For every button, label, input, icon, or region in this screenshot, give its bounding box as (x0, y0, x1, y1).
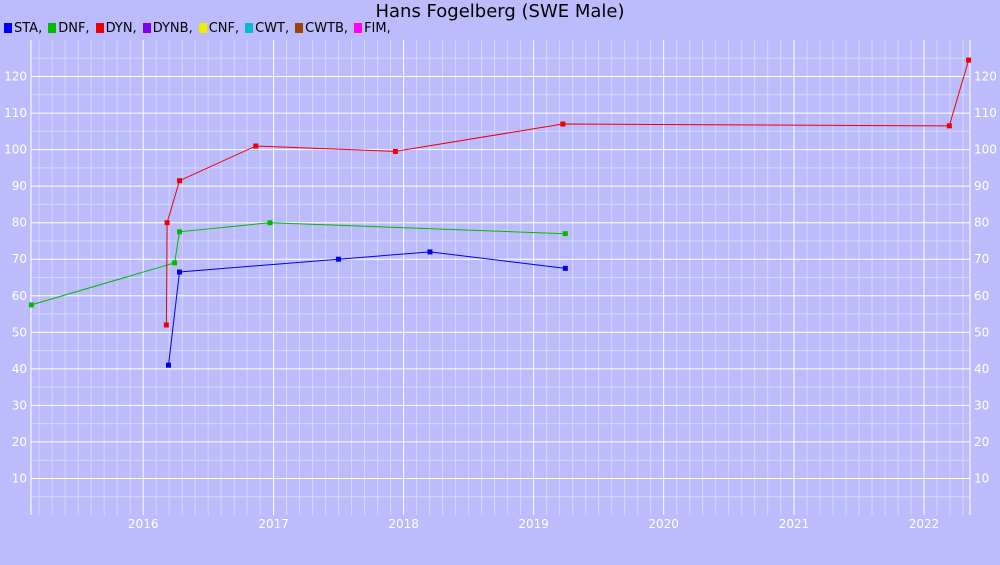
legend-swatch (4, 23, 12, 33)
legend-swatch (295, 23, 304, 33)
legend-item: STA, (4, 21, 42, 36)
legend-label: STA, (14, 20, 43, 36)
y-tick-label-left: 110 (4, 106, 27, 120)
data-point-sta (177, 269, 183, 275)
legend: STA, DNF, DYN, DYNB, CNF, CWT, CWTB, FIM, (4, 20, 397, 36)
y-tick-label-right: 110 (974, 106, 997, 120)
legend-item: DYNB, (142, 20, 193, 36)
legend-item: DNF, (48, 20, 90, 36)
x-tick-label: 2018 (388, 517, 419, 531)
x-tick-label: 2017 (258, 517, 289, 531)
y-tick-label-right: 30 (974, 398, 989, 412)
legend-label: FIM, (364, 20, 391, 36)
legend-swatch (354, 23, 363, 33)
y-tick-label-left: 70 (12, 252, 27, 266)
legend-label: CWTB, (305, 20, 349, 36)
y-tick-label-right: 20 (974, 435, 989, 449)
y-tick-label-left: 90 (12, 179, 27, 193)
series-line-sta (168, 251, 566, 366)
legend-label: CNF, (208, 20, 240, 36)
data-point-dyn (560, 121, 566, 127)
data-point-dyn (966, 57, 972, 63)
y-tick-label-right: 100 (974, 143, 997, 157)
legend-label: DYN, (105, 20, 137, 36)
legend-swatch (198, 23, 207, 33)
y-tick-label-left: 50 (12, 325, 27, 339)
y-tick-label-right: 120 (974, 70, 997, 84)
series-line-dyn (165, 59, 970, 326)
legend-label: DYNB, (152, 20, 193, 36)
x-tick-label: 2022 (909, 517, 940, 531)
data-point-sta (335, 256, 341, 262)
data-point-dyn (253, 143, 259, 149)
data-point-dyn (177, 178, 183, 184)
data-point-dnf (267, 220, 273, 226)
data-point-dyn (392, 148, 398, 154)
y-tick-label-left: 120 (4, 70, 27, 84)
legend-swatch (48, 23, 57, 33)
x-tick-label: 2020 (648, 517, 679, 531)
y-tick-label-right: 50 (974, 325, 989, 339)
y-tick-label-left: 20 (12, 435, 27, 449)
y-tick-label-right: 90 (974, 179, 989, 193)
y-tick-label-left: 40 (12, 362, 27, 376)
y-tick-label-left: 10 (12, 471, 27, 485)
legend-item: FIM, (354, 21, 391, 36)
y-tick-label-left: 60 (12, 289, 27, 303)
data-point-dnf (28, 302, 34, 308)
y-tick-label-right: 70 (974, 252, 989, 266)
legend-item: CWTB, (295, 21, 348, 36)
data-point-dnf (177, 229, 183, 235)
legend-label: CWT, (255, 20, 290, 36)
y-tick-label-left: 30 (12, 398, 27, 412)
data-point-dyn (163, 322, 169, 328)
legend-swatch (142, 23, 151, 33)
data-point-dyn (946, 123, 952, 129)
legend-item: DYN, (95, 20, 137, 36)
data-point-dnf (562, 231, 568, 237)
data-point-sta (166, 362, 172, 368)
legend-item: CWT, (245, 21, 289, 36)
series-line-dnf (31, 222, 566, 306)
data-point-sta (562, 265, 568, 271)
y-tick-label-right: 10 (974, 471, 989, 485)
y-tick-label-left: 80 (12, 216, 27, 230)
x-tick-label: 2019 (518, 517, 549, 531)
data-point-dnf (172, 260, 178, 266)
data-point-sta (427, 249, 433, 255)
x-tick-label: 2016 (128, 517, 159, 531)
chart-title: Hans Fogelberg (SWE Male) (375, 1, 625, 22)
legend-swatch (95, 23, 104, 33)
legend-item: CNF, (198, 20, 240, 36)
x-tick-label: 2021 (779, 517, 810, 531)
y-tick-label-right: 40 (974, 362, 989, 376)
y-tick-label-left: 100 (4, 143, 27, 157)
legend-swatch (245, 23, 254, 33)
y-tick-label-right: 80 (974, 216, 989, 230)
data-point-dyn (164, 220, 170, 226)
legend-label: DNF, (58, 20, 90, 36)
y-tick-label-right: 60 (974, 289, 989, 303)
